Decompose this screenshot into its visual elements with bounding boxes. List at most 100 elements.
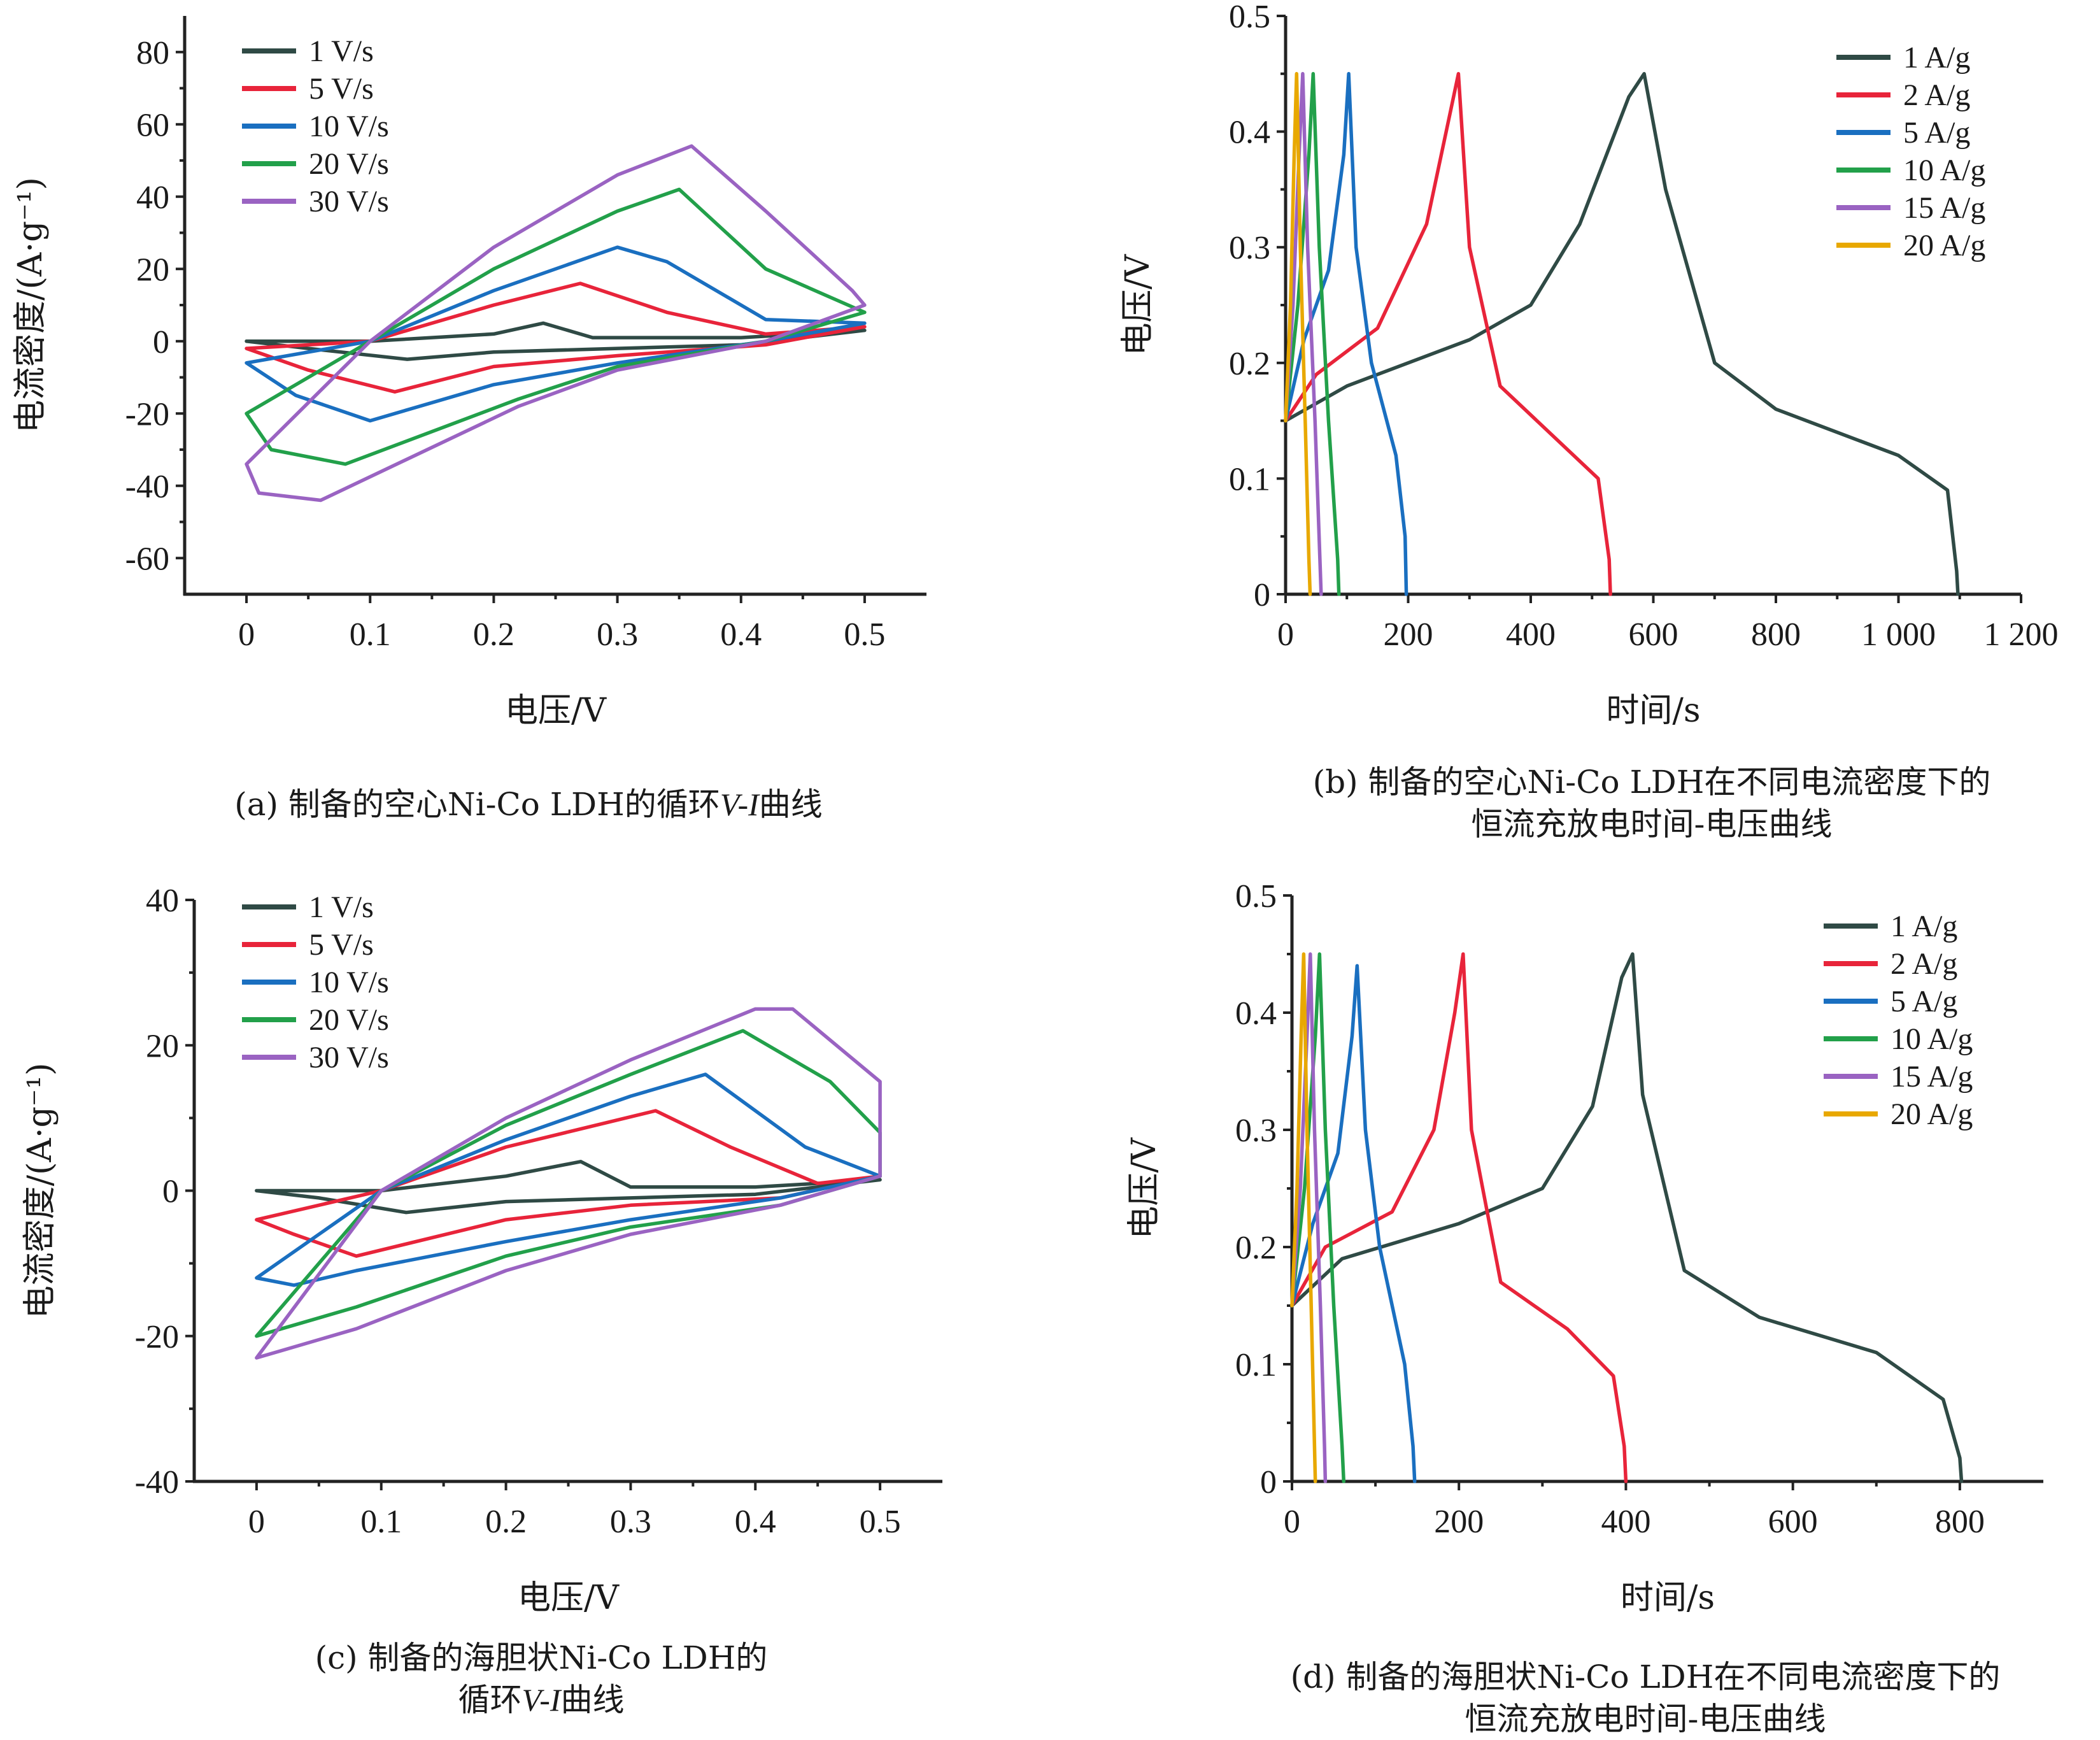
x-tick-label: 0	[248, 1504, 265, 1540]
x-tick-label: 400	[1601, 1504, 1650, 1540]
y-tick-label: 60	[136, 107, 169, 143]
y-tick-label: -40	[125, 469, 169, 505]
legend-label: 5 A/g	[1891, 985, 1957, 1018]
legend-label: 20 A/g	[1891, 1097, 1973, 1131]
caption-a-pre: (a) 制备的空心Ni-Co LDH的循环	[234, 786, 720, 823]
legend-label: 5 A/g	[1903, 116, 1970, 150]
panel-c: 0 0.1 0.2 0.3 0.4 0.5 -40 -20 0 20 40 电压/V 电流密度/(A·g…	[0, 870, 1050, 1740]
y-tick-label: -20	[125, 396, 169, 432]
x-tick-label: 0.2	[485, 1504, 527, 1540]
legend-label: 2 A/g	[1891, 947, 1957, 981]
y-tick-label: -60	[125, 541, 169, 577]
series-line-5	[1290, 952, 1328, 1483]
y-tick-label: 0	[153, 324, 169, 360]
x-tick-label: 0.3	[597, 617, 638, 653]
series-line-5	[245, 144, 867, 503]
legend-label: 5 V/s	[309, 72, 374, 106]
panel-d: 0 200 400 600 800 0 0.1 0.2 0.3 0.4 0.5 时间/s 电压/V 1 A…	[1050, 870, 2100, 1740]
y-tick-label: 0	[1254, 577, 1270, 613]
x-tick-label: 0.5	[860, 1504, 901, 1540]
x-tick-label: 1 200	[1984, 617, 2059, 653]
y-tick-label: 0.1	[1235, 1347, 1277, 1383]
x-tick-label: 0	[1277, 617, 1294, 653]
y-tick-label: 20	[136, 252, 169, 288]
x-tick-label: 800	[1935, 1504, 1985, 1540]
y-tick-label: 0.3	[1229, 230, 1270, 266]
caption-c-pre: 循环	[458, 1681, 522, 1718]
legend-label: 10 V/s	[309, 110, 389, 143]
series-line-4	[245, 187, 867, 466]
x-tick-label: 0.4	[720, 617, 762, 653]
chart-d: 0 200 400 600 800 0 0.1 0.2 0.3 0.4 0.5 时间/s 电压/V 1 A…	[1125, 878, 2043, 1617]
caption-c-italic: V-I	[521, 1682, 561, 1718]
y-tick-label: 0.5	[1235, 878, 1277, 915]
y-tick-label: 0.5	[1229, 0, 1270, 35]
legend-label: 10 A/g	[1903, 153, 1985, 187]
x-tick-label: 200	[1384, 617, 1433, 653]
chart-c: 0 0.1 0.2 0.3 0.4 0.5 -40 -20 0 20 40 电压/V 电流密度/(A·g…	[21, 883, 942, 1617]
legend-label: 1 A/g	[1891, 909, 1957, 943]
series-line-3	[1290, 964, 1417, 1483]
caption-a-post: 曲线	[758, 786, 823, 823]
legend-label: 10 A/g	[1891, 1022, 1973, 1056]
series-line-1	[245, 321, 867, 361]
legend-label: 2 A/g	[1903, 78, 1970, 112]
x-tick-label: 1 000	[1861, 617, 1936, 653]
x-tick-label: 0.1	[360, 1504, 402, 1540]
series-line-1	[1290, 952, 1964, 1483]
legend-label: 20 V/s	[309, 1003, 389, 1037]
y-axis-title: 电压/V	[1125, 1137, 1163, 1239]
legend-label: 10 V/s	[309, 966, 389, 999]
x-tick-label: 0.2	[473, 617, 514, 653]
x-tick-label: 200	[1434, 1504, 1484, 1540]
caption-a: (a) 制备的空心Ni-Co LDH的循环V-I曲线	[115, 783, 942, 825]
y-tick-label: 40	[146, 883, 179, 919]
legend-label: 30 V/s	[309, 1041, 389, 1074]
caption-d-line2: 恒流充放电时间-电压曲线	[1465, 1701, 1826, 1737]
x-tick-label: 0.1	[350, 617, 391, 653]
y-tick-label: -20	[135, 1319, 179, 1355]
caption-b-line1: (b) 制备的空心Ni-Co LDH在不同电流密度下的	[1312, 764, 1991, 801]
y-axis-title: 电流密度/(A·g⁻¹)	[21, 1063, 59, 1319]
caption-a-italic: V-I	[720, 787, 759, 822]
x-axis-title: 电压/V	[518, 1579, 620, 1617]
series-line-3	[1284, 72, 1408, 596]
legend-label: 1 V/s	[309, 34, 374, 68]
y-tick-label: 0	[162, 1174, 179, 1210]
caption-c-line1: (c) 制备的海胆状Ni-Co LDH的	[315, 1639, 768, 1676]
x-axis-title: 电压/V	[505, 692, 607, 730]
series-line-1	[255, 1160, 882, 1215]
legend-label: 15 A/g	[1891, 1060, 1973, 1094]
caption-b-line2: 恒流充放电时间-电压曲线	[1471, 806, 1833, 843]
caption-c-line2: 循环V-I曲线	[159, 1679, 923, 1721]
series-line-6	[1290, 952, 1317, 1483]
series-line-6	[1284, 72, 1312, 596]
caption-d: (d) 制备的海胆状Ni-Co LDH在不同电流密度下的 恒流充放电时间-电压曲…	[1191, 1656, 2100, 1740]
x-tick-label: 0.4	[735, 1504, 776, 1540]
y-axis-title: 电压/V	[1119, 253, 1157, 356]
series-line-5	[255, 1007, 882, 1360]
panel-b: 0 200 400 600 800 1 000 1 200 0 0.1 0.2 0.3 0.4 0.5 时…	[1050, 0, 2100, 870]
legend-label: 30 V/s	[309, 185, 389, 218]
series-line-2	[1290, 952, 1628, 1483]
legend-label: 20 V/s	[309, 147, 389, 181]
y-axis-title: 电流密度/(A·g⁻¹)	[11, 177, 50, 433]
y-tick-label: 40	[136, 180, 169, 216]
chart-b: 0 200 400 600 800 1 000 1 200 0 0.1 0.2 0.3 0.4 0.5 时…	[1119, 0, 2059, 730]
caption-b: (b) 制备的空心Ni-Co LDH在不同电流密度下的 恒流充放电时间-电压曲线	[1203, 761, 2100, 845]
caption-c-post: 曲线	[560, 1681, 625, 1718]
panel-a: 0 0.1 0.2 0.3 0.4 0.5 -60 -40 -20 0 20 40 60 80 电压/V 电流…	[0, 0, 1050, 870]
y-tick-label: 0	[1260, 1464, 1277, 1501]
y-tick-label: 0.4	[1229, 115, 1270, 151]
legend-label: 15 A/g	[1903, 191, 1985, 225]
y-tick-label: 0.1	[1229, 461, 1270, 497]
x-tick-label: 0	[238, 617, 255, 653]
series-line-4	[255, 1029, 882, 1338]
legend-label: 1 A/g	[1903, 41, 1970, 75]
x-tick-label: 0	[1284, 1504, 1300, 1540]
series-line-2	[245, 282, 867, 394]
x-tick-label: 0.5	[844, 617, 885, 653]
caption-d-line1: (d) 制备的海胆状Ni-Co LDH在不同电流密度下的	[1290, 1658, 2001, 1695]
x-tick-label: 600	[1629, 617, 1678, 653]
chart-a: 0 0.1 0.2 0.3 0.4 0.5 -60 -40 -20 0 20 40 60 80 电压/V 电流…	[11, 16, 926, 730]
